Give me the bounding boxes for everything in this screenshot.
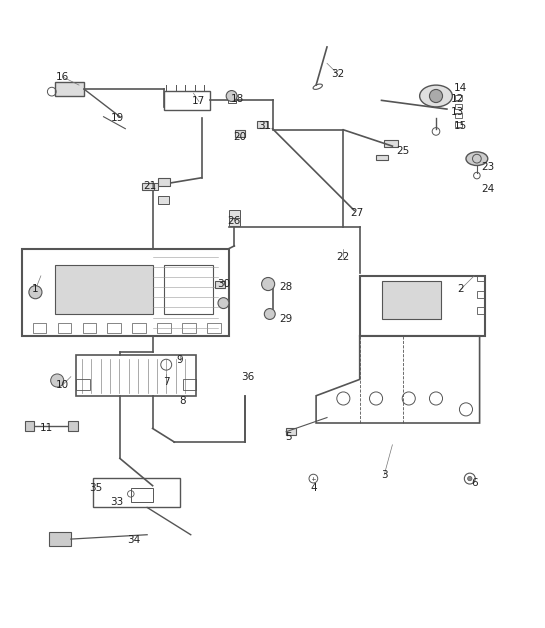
FancyBboxPatch shape (376, 155, 388, 160)
Text: 17: 17 (192, 97, 205, 107)
Ellipse shape (466, 152, 488, 166)
Text: 7: 7 (163, 377, 169, 387)
Text: 35: 35 (89, 484, 102, 494)
Text: 30: 30 (217, 279, 230, 289)
Text: 27: 27 (350, 208, 364, 218)
Text: 11: 11 (40, 423, 53, 433)
Text: 12: 12 (451, 94, 464, 104)
Circle shape (262, 278, 275, 291)
Circle shape (51, 374, 64, 387)
Text: 22: 22 (337, 252, 350, 262)
Text: 10: 10 (56, 380, 69, 390)
FancyBboxPatch shape (158, 178, 170, 186)
FancyBboxPatch shape (257, 121, 267, 127)
FancyBboxPatch shape (384, 140, 398, 147)
Text: 34: 34 (127, 535, 140, 545)
Text: 23: 23 (481, 162, 494, 172)
Circle shape (29, 286, 42, 299)
Circle shape (226, 90, 237, 102)
Circle shape (264, 308, 275, 320)
Text: 15: 15 (454, 121, 467, 131)
FancyBboxPatch shape (147, 183, 158, 190)
FancyBboxPatch shape (25, 421, 34, 431)
Text: 19: 19 (111, 113, 124, 123)
Text: 14: 14 (454, 83, 467, 93)
Text: 28: 28 (280, 282, 293, 292)
Text: 1: 1 (32, 284, 39, 295)
Text: 20: 20 (233, 132, 246, 142)
Text: 36: 36 (241, 372, 255, 382)
Text: 24: 24 (481, 183, 494, 193)
Ellipse shape (420, 85, 452, 107)
Text: 33: 33 (111, 497, 124, 507)
Circle shape (218, 298, 229, 308)
Text: 6: 6 (471, 478, 477, 488)
Text: 32: 32 (331, 69, 344, 79)
Text: 2: 2 (457, 284, 464, 295)
Text: 3: 3 (381, 470, 387, 480)
FancyBboxPatch shape (229, 218, 240, 225)
FancyBboxPatch shape (142, 183, 154, 190)
Text: 29: 29 (280, 315, 293, 325)
Text: 13: 13 (451, 107, 464, 117)
Text: 31: 31 (258, 121, 271, 131)
FancyBboxPatch shape (382, 281, 441, 320)
Text: 16: 16 (56, 72, 69, 82)
Text: 5: 5 (286, 431, 292, 441)
FancyBboxPatch shape (286, 428, 296, 435)
FancyBboxPatch shape (158, 197, 169, 204)
FancyBboxPatch shape (215, 281, 225, 288)
Text: 4: 4 (310, 484, 317, 494)
Text: 21: 21 (143, 181, 156, 191)
Circle shape (468, 477, 472, 481)
FancyBboxPatch shape (235, 131, 245, 137)
Text: 9: 9 (177, 355, 183, 365)
Text: 26: 26 (228, 217, 241, 226)
Circle shape (429, 89, 443, 102)
FancyBboxPatch shape (54, 265, 153, 314)
FancyBboxPatch shape (49, 532, 71, 546)
Text: 8: 8 (179, 396, 186, 406)
Text: 18: 18 (231, 94, 244, 104)
FancyBboxPatch shape (229, 210, 240, 217)
FancyBboxPatch shape (68, 421, 78, 431)
Text: 25: 25 (397, 146, 410, 156)
FancyBboxPatch shape (54, 82, 84, 96)
